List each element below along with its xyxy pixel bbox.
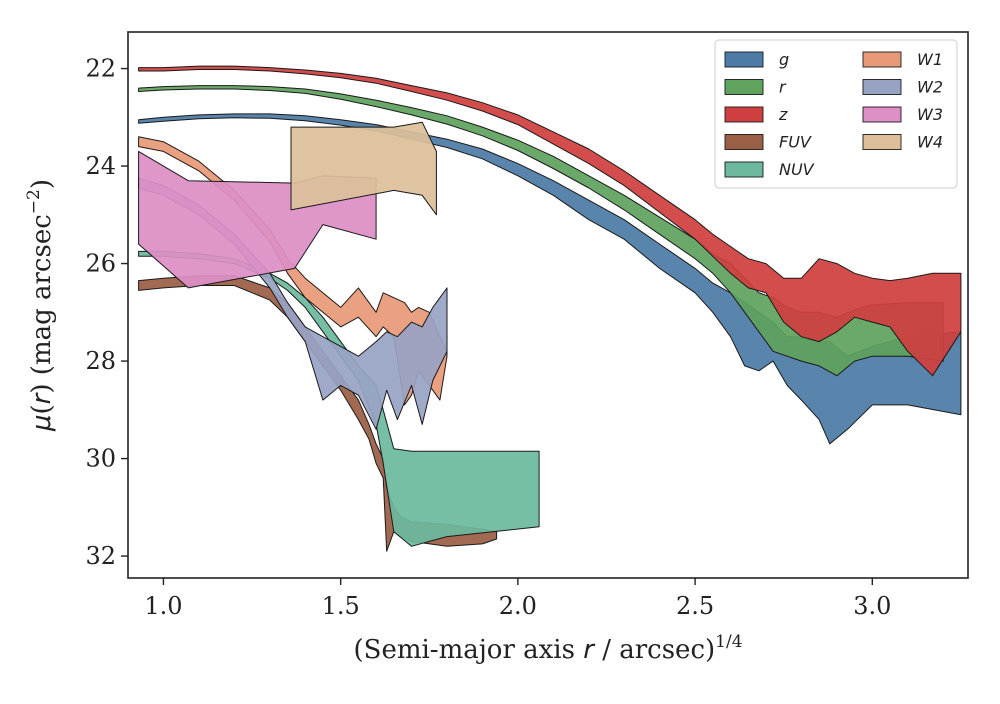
legend-swatch-r [724, 79, 764, 95]
legend-label-w4: W4 [917, 133, 943, 152]
series-area-w1 [138, 136, 448, 406]
legend-swatch-w2 [862, 79, 902, 95]
series-areas [138, 65, 962, 552]
axes-frame [127, 31, 969, 579]
legend-label-w3: W3 [917, 105, 943, 124]
y-tick-label: 24 [85, 152, 116, 180]
legend-label-fuv: FUV [779, 133, 812, 152]
x-tick-label: 3.0 [853, 592, 891, 620]
legend-swatch-g [724, 51, 764, 68]
legend-label-z: z [778, 105, 788, 124]
legend-swatch-z [724, 106, 764, 123]
series-area-w2 [138, 177, 448, 430]
series-area-g [138, 113, 962, 445]
axis-ticks: 1.0 1.5 2.0 2.5 3.0 22 24 26 28 30 32 [85, 55, 891, 620]
series-area-r [138, 85, 944, 377]
y-tick-label: 32 [85, 542, 116, 570]
legend-label-w1: W1 [917, 50, 943, 69]
series-area-nuv [138, 250, 540, 547]
x-tick-label: 1.5 [322, 592, 360, 620]
legend-label-g: g [779, 50, 789, 69]
legend: grz FUV NUV W1 W2 W3 W4 [714, 39, 958, 189]
series-area-w4 [290, 121, 437, 216]
legend-swatch-w1 [862, 51, 902, 68]
legend-label-nuv: NUV [779, 160, 815, 179]
y-tick-label: 26 [85, 250, 116, 278]
legend-swatch-fuv [724, 134, 764, 150]
y-axis-label: μ(r) (mag arcsec−2) [24, 179, 57, 432]
legend-swatch-w3 [862, 106, 902, 123]
legend-label-w2: W2 [917, 78, 943, 97]
y-tick-label: 28 [85, 347, 116, 375]
x-tick-label: 1.0 [144, 592, 182, 620]
x-tick-label: 2.0 [499, 592, 537, 620]
legend-label-r: r [779, 78, 787, 97]
legend-swatch-nuv [724, 161, 764, 178]
legend-box [714, 39, 958, 189]
y-tick-label: 22 [85, 55, 116, 83]
y-tick-label: 30 [85, 445, 116, 473]
x-tick-label: 2.5 [676, 592, 714, 620]
legend-swatch-w4 [862, 134, 902, 150]
series-area-z [138, 65, 962, 377]
x-axis-label: (Semi-major axis r / arcsec)1/4 [353, 632, 742, 665]
